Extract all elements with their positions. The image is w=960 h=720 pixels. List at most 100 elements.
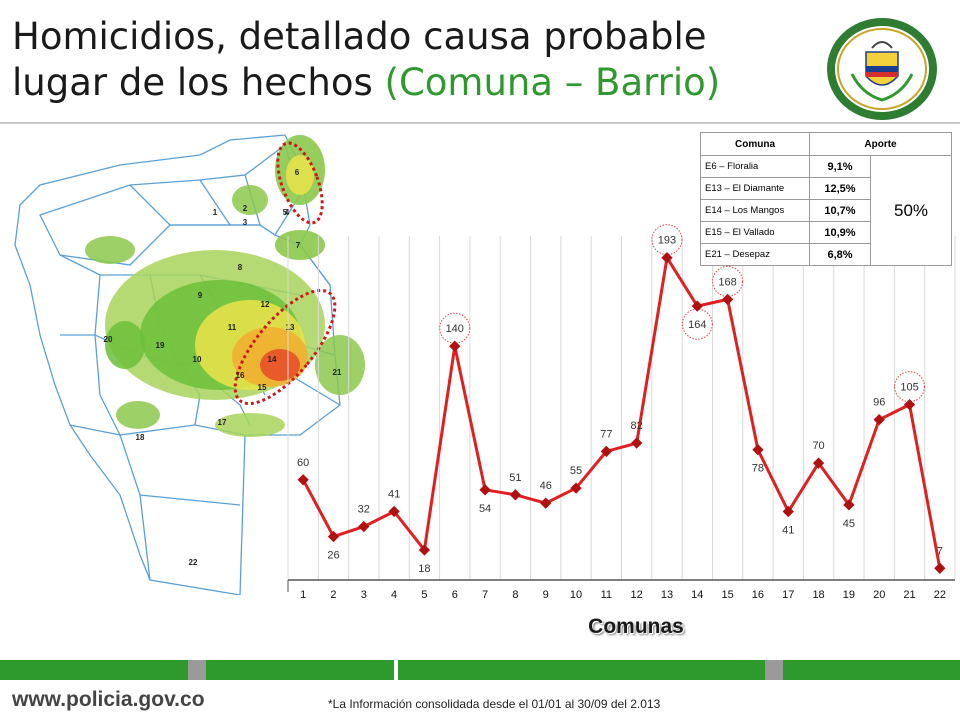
row-aporte: 10,7% [809,199,871,222]
x-tick-label: 1 [300,589,306,601]
data-point [540,497,552,509]
data-label: 54 [479,503,491,515]
map-comuna-label: 22 [189,558,198,567]
map-comuna-label: 4 [285,208,290,217]
x-tick-label: 16 [752,589,764,601]
x-tick-label: 5 [421,589,427,601]
data-label: 78 [752,463,764,475]
map-comuna-label: 13 [286,323,295,332]
highlight-ring [439,312,471,344]
data-point [388,505,400,518]
map-comuna-label: 15 [258,383,267,392]
data-label: 41 [388,489,400,501]
x-tick-label: 11 [601,589,612,601]
x-tick-label: 19 [843,589,855,601]
data-label: 105 [900,382,918,394]
data-label: 51 [509,472,521,484]
row-comuna: E13 – El Diamante [700,177,810,200]
data-label: 193 [658,235,676,247]
highlight-ring [712,265,744,297]
data-point [721,293,734,306]
data-label: 45 [843,518,855,530]
table-row: E6 – Floralia 9,1% 50% [700,155,952,266]
x-tick-label: 9 [543,589,549,601]
row-comuna: E15 – El Vallado [700,221,810,244]
data-label: 70 [812,440,824,452]
row-aporte: 6,8% [809,243,871,266]
data-point [843,499,855,511]
x-axis-title: Comunas [588,615,684,638]
data-label: 60 [297,457,309,469]
data-point [661,252,673,264]
map-comuna-label: 21 [333,368,342,377]
x-tick-label: 10 [570,589,582,601]
x-tick-label: 12 [631,589,643,601]
map-comuna-label: 20 [104,335,113,344]
map-comuna-label: 3 [243,218,248,227]
data-point [873,414,885,426]
title-divider [0,122,960,124]
map-comuna-label: 16 [236,371,245,380]
table-header-aporte: Aporte [809,132,952,156]
row-comuna: E6 – Floralia [700,155,810,178]
footer-color-bar [0,660,960,680]
data-point [600,445,612,458]
data-point [570,482,582,494]
table-row: E14 – Los Mangos 10,7% [700,199,952,222]
x-tick-label: 21 [903,589,915,601]
data-label: 164 [688,319,706,331]
police-seal [827,18,937,120]
title-accent: (Comuna – Barrio) [384,61,721,104]
data-label: 7 [937,545,943,557]
data-point [934,562,946,574]
map-comuna-label: 2 [243,204,248,213]
data-label: 140 [446,323,464,335]
x-tick-label: 15 [721,589,733,601]
data-point [752,444,764,456]
row-comuna: E21 – Desepaz [700,243,810,266]
x-tick-label: 2 [330,589,336,601]
map-comuna-label: 11 [228,323,237,332]
map-comuna-label: 6 [295,168,300,177]
row-comuna: E14 – Los Mangos [700,199,810,222]
x-tick-label: 8 [512,589,518,601]
total-aporte: 50% [870,155,952,266]
map-comuna-label: 19 [156,341,165,350]
map-comuna-label: 10 [193,355,202,364]
map-comuna-label: 17 [218,418,227,427]
data-point [297,474,309,486]
x-tick-label: 17 [782,589,794,601]
map-comuna-label: 7 [296,241,301,250]
table-header-comuna: Comuna [700,132,810,156]
map-comuna-label: 18 [136,433,145,442]
highlight-ring [894,371,926,403]
map-comuna-label: 8 [238,263,243,272]
x-tick-label: 7 [482,589,488,601]
data-point [903,398,916,411]
data-point [631,437,643,449]
x-tick-label: 13 [661,589,673,601]
data-label: 26 [327,550,339,562]
highlight-ring [651,224,683,256]
row-aporte: 12,5% [809,177,871,200]
data-label: 168 [718,276,736,288]
data-point [449,340,461,352]
x-tick-label: 18 [812,589,824,601]
contribution-table: Comuna Aporte E6 – Floralia 9,1% 50% E13… [700,132,952,266]
data-label: 46 [540,480,552,492]
data-point [691,300,703,312]
map-comuna-label: 5 [283,208,288,217]
data-point [327,530,340,543]
footer-url[interactable]: www.policia.gov.co [12,688,205,711]
data-point [782,505,794,518]
x-tick-label: 14 [691,589,703,601]
data-label: 96 [873,397,885,409]
footer-note: *La Información consolidada desde el 01/… [328,697,661,711]
x-tick-label: 20 [873,589,885,601]
data-point [509,489,522,501]
map-comuna-label: 12 [261,300,270,309]
data-point [479,484,491,496]
series-line [301,256,942,569]
